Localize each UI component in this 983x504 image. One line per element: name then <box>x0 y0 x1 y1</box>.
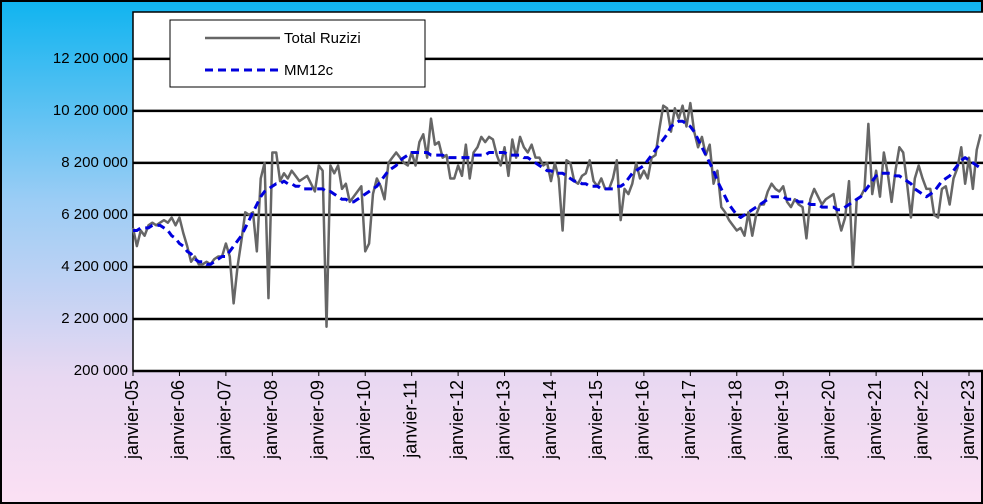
legend-label: Total Ruzizi <box>284 30 361 47</box>
x-tick-label: janvier-17 <box>679 380 699 460</box>
legend-box <box>169 19 426 88</box>
x-tick-label: janvier-20 <box>818 380 838 460</box>
y-tick-label: 2 200 000 <box>61 310 128 327</box>
x-tick-label: janvier-11 <box>400 380 420 459</box>
x-tick-label: janvier-09 <box>308 380 328 460</box>
y-tick-label: 4 200 000 <box>61 258 128 275</box>
x-tick-label: janvier-13 <box>493 380 513 460</box>
y-tick-label: 6 200 000 <box>61 206 128 223</box>
legend-label: MM12c <box>284 62 334 79</box>
x-tick-label: janvier-21 <box>865 380 885 460</box>
x-tick-label: janvier-23 <box>958 380 978 460</box>
x-tick-label: janvier-07 <box>215 380 235 460</box>
x-tick-label: janvier-14 <box>540 380 560 460</box>
x-tick-label: janvier-18 <box>726 380 746 460</box>
x-tick-label: janvier-16 <box>633 380 653 460</box>
x-tick-label: janvier-10 <box>354 380 374 460</box>
y-tick-label: 10 200 000 <box>53 102 128 119</box>
series-line <box>131 101 982 329</box>
legend: Total Ruzizi MM12c <box>169 19 426 88</box>
x-tick-label: janvier-22 <box>911 380 931 460</box>
x-tick-label: janvier-19 <box>772 380 792 460</box>
x-tick-label: janvier-08 <box>261 380 281 460</box>
series-line <box>133 119 982 266</box>
y-tick-label: 12 200 000 <box>53 50 128 67</box>
x-tick-label: janvier-12 <box>447 380 467 460</box>
x-tick-label: janvier-15 <box>586 380 606 460</box>
y-tick-label: 200 000 <box>74 362 128 379</box>
x-tick-label: janvier-06 <box>168 380 188 460</box>
y-tick-label: 8 200 000 <box>61 154 128 171</box>
x-tick-label: janvier-05 <box>122 380 142 460</box>
